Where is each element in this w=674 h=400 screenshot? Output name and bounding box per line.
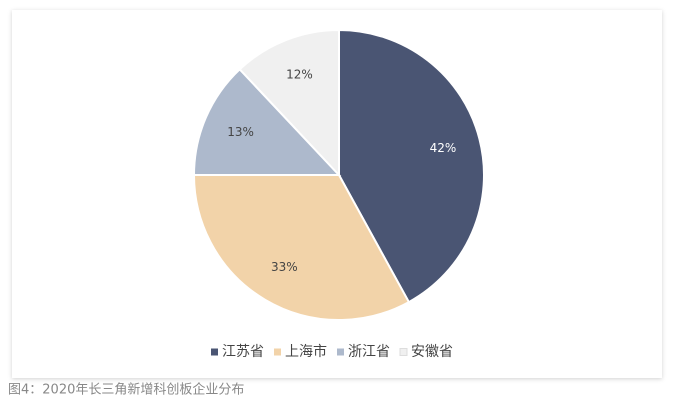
data-label: 33% [271,260,298,274]
legend-marker [274,348,281,356]
caption: 图4：2020年长三角新增科创板企业分布 [8,382,244,398]
data-label: 13% [227,125,254,139]
pie: 42% 33% 13% 12% [192,28,485,321]
legend-label: 安徽省 [411,344,453,360]
pie-slice [192,174,411,321]
legend-marker [399,348,408,356]
data-label: 12% [286,68,313,82]
legend-label: 江苏省 [222,344,264,360]
legend-marker [337,348,344,356]
legend-label: 上海市 [285,343,327,360]
data-label: 42% [430,141,457,155]
pie-slice [238,28,340,178]
pie-slice [192,67,342,176]
legend-label: 浙江省 [348,344,390,360]
legend: 江苏省 上海市 浙江省 安徽省 [211,343,453,360]
legend-marker [211,348,218,356]
pie-slice [338,28,485,304]
